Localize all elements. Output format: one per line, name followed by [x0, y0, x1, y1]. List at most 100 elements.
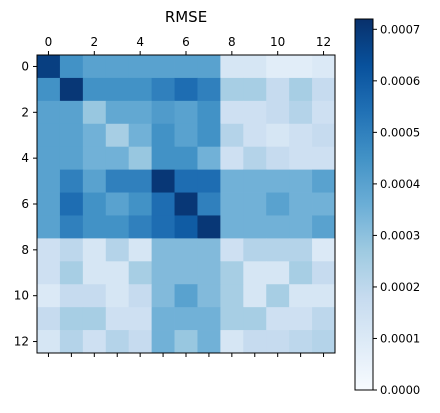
heatmap-cell-r8-c6 [174, 238, 198, 262]
heatmap-cell-r7-c7 [197, 215, 221, 239]
heatmap-cell-r5-c7 [197, 169, 221, 193]
heatmap-cell-r6-c9 [243, 192, 267, 216]
heatmap-cell-r10-c6 [174, 284, 198, 308]
heatmap-cell-r9-c12 [312, 261, 336, 285]
heatmap-cell-r9-c1 [59, 261, 84, 285]
heatmap-cell-r5-c3 [105, 169, 130, 193]
x-axis-ticks: 0 2 4 6 8 10 12 [45, 35, 331, 357]
x-tick-label: 8 [228, 35, 236, 49]
y-tick-label: 4 [21, 151, 29, 165]
heatmap-cell-r9-c8 [220, 261, 244, 285]
heatmap-cell-r7-c2 [82, 215, 107, 239]
heatmap-cell-r0-c8 [220, 55, 244, 79]
heatmap-cell-r5-c8 [220, 169, 244, 193]
heatmap-cell-r4-c0 [37, 146, 61, 171]
heatmap-cell-r8-c12 [312, 238, 336, 262]
heatmap-cell-r6-c8 [220, 192, 244, 216]
heatmap-cell-r11-c2 [82, 307, 107, 331]
heatmap-cell-r10-c5 [151, 284, 175, 308]
heatmap-cell-r2-c5 [151, 100, 175, 125]
heatmap-cell-r10-c9 [243, 284, 267, 308]
heatmap-cell-r3-c10 [266, 123, 290, 148]
colorbar-tick-label: 0.0002 [380, 280, 420, 294]
heatmap-cells [37, 55, 336, 354]
heatmap-cell-r11-c7 [197, 307, 221, 331]
heatmap-cell-r5-c1 [59, 169, 84, 193]
heatmap-cell-r6-c4 [128, 192, 153, 216]
heatmap-cell-r11-c9 [243, 307, 267, 331]
heatmap-cell-r6-c5 [151, 192, 175, 216]
heatmap-cell-r7-c0 [37, 215, 61, 239]
heatmap-cell-r2-c9 [243, 100, 267, 125]
heatmap-cell-r8-c2 [82, 238, 107, 262]
heatmap-cell-r12-c11 [289, 330, 313, 354]
heatmap-cell-r10-c11 [289, 284, 313, 308]
heatmap-cell-r9-c7 [197, 261, 221, 285]
heatmap-cell-r0-c12 [312, 55, 336, 79]
heatmap-cell-r0-c4 [128, 55, 153, 79]
heatmap-cell-r10-c1 [59, 284, 84, 308]
heatmap-cell-r12-c0 [37, 330, 61, 354]
heatmap-cell-r8-c5 [151, 238, 175, 262]
x-tick-label: 2 [90, 35, 98, 49]
heatmap-cell-r4-c8 [220, 146, 244, 171]
heatmap-cell-r4-c12 [312, 146, 336, 171]
y-axis-ticks: 0 2 4 6 8 10 12 [14, 59, 37, 349]
y-tick-label: 2 [21, 105, 29, 119]
heatmap-cell-r2-c11 [289, 100, 313, 125]
heatmap-cell-r8-c8 [220, 238, 244, 262]
heatmap-cell-r8-c1 [59, 238, 84, 262]
heatmap-cell-r9-c2 [82, 261, 107, 285]
heatmap-cell-r11-c6 [174, 307, 198, 331]
heatmap-cell-r6-c2 [82, 192, 107, 216]
heatmap-cell-r0-c11 [289, 55, 313, 79]
heatmap-cell-r6-c10 [266, 192, 290, 216]
heatmap-cell-r1-c5 [151, 77, 175, 102]
heatmap-cell-r10-c3 [105, 284, 130, 308]
colorbar-tick-label: 0.0003 [380, 228, 420, 242]
heatmap-cell-r2-c4 [128, 100, 153, 125]
heatmap-cell-r12-c4 [128, 330, 153, 354]
colorbar-tick-label: 0.0006 [380, 74, 420, 88]
heatmap-cell-r7-c3 [105, 215, 130, 239]
heatmap-cell-r1-c4 [128, 77, 153, 102]
heatmap-cell-r8-c3 [105, 238, 130, 262]
heatmap-cell-r2-c10 [266, 100, 290, 125]
heatmap-cell-r11-c5 [151, 307, 175, 331]
x-tick-label: 10 [270, 35, 285, 49]
heatmap-cell-r12-c10 [266, 330, 290, 354]
heatmap-cell-r10-c0 [37, 284, 61, 308]
heatmap-cell-r4-c10 [266, 146, 290, 171]
heatmap-cell-r3-c7 [197, 123, 221, 148]
heatmap-cell-r12-c2 [82, 330, 107, 354]
heatmap-cell-r10-c7 [197, 284, 221, 308]
heatmap-cell-r1-c9 [243, 77, 267, 102]
heatmap-cell-r9-c6 [174, 261, 198, 285]
heatmap-cell-r3-c8 [220, 123, 244, 148]
heatmap-cell-r5-c5 [151, 169, 175, 193]
heatmap-cell-r7-c1 [59, 215, 84, 239]
heatmap-cell-r4-c1 [59, 146, 84, 171]
heatmap-cell-r6-c0 [37, 192, 61, 216]
heatmap-cell-r1-c6 [174, 77, 198, 102]
heatmap-cell-r1-c12 [312, 77, 336, 102]
heatmap-cell-r6-c12 [312, 192, 336, 216]
heatmap-cell-r3-c2 [82, 123, 107, 148]
heatmap-cell-r10-c12 [312, 284, 336, 308]
heatmap-cell-r1-c0 [37, 77, 61, 102]
heatmap-cell-r9-c11 [289, 261, 313, 285]
heatmap-cell-r3-c9 [243, 123, 267, 148]
heatmap-cell-r8-c10 [266, 238, 290, 262]
heatmap-cell-r4-c3 [105, 146, 130, 171]
heatmap-cell-r3-c4 [128, 123, 153, 148]
heatmap-cell-r9-c10 [266, 261, 290, 285]
heatmap-cell-r1-c7 [197, 77, 221, 102]
heatmap-cell-r12-c3 [105, 330, 130, 354]
heatmap-cell-r4-c5 [151, 146, 175, 171]
heatmap-cell-r2-c1 [59, 100, 84, 125]
heatmap-cell-r3-c1 [59, 123, 84, 148]
heatmap-cell-r2-c2 [82, 100, 107, 125]
heatmap-cell-r12-c5 [151, 330, 175, 354]
heatmap-cell-r0-c1 [59, 55, 84, 79]
y-tick-label: 10 [14, 289, 29, 303]
